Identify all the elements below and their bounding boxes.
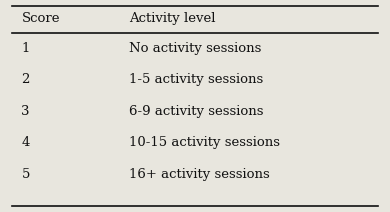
Text: 4: 4: [21, 136, 30, 149]
Text: 5: 5: [21, 167, 30, 181]
Text: 10-15 activity sessions: 10-15 activity sessions: [129, 136, 280, 149]
Text: No activity sessions: No activity sessions: [129, 42, 261, 55]
Text: 3: 3: [21, 105, 30, 118]
Text: 6-9 activity sessions: 6-9 activity sessions: [129, 105, 263, 118]
Text: 2: 2: [21, 73, 30, 86]
Text: 1-5 activity sessions: 1-5 activity sessions: [129, 73, 263, 86]
Text: Score: Score: [21, 11, 60, 25]
Text: 1: 1: [21, 42, 30, 55]
Text: 16+ activity sessions: 16+ activity sessions: [129, 167, 269, 181]
Text: Activity level: Activity level: [129, 11, 215, 25]
